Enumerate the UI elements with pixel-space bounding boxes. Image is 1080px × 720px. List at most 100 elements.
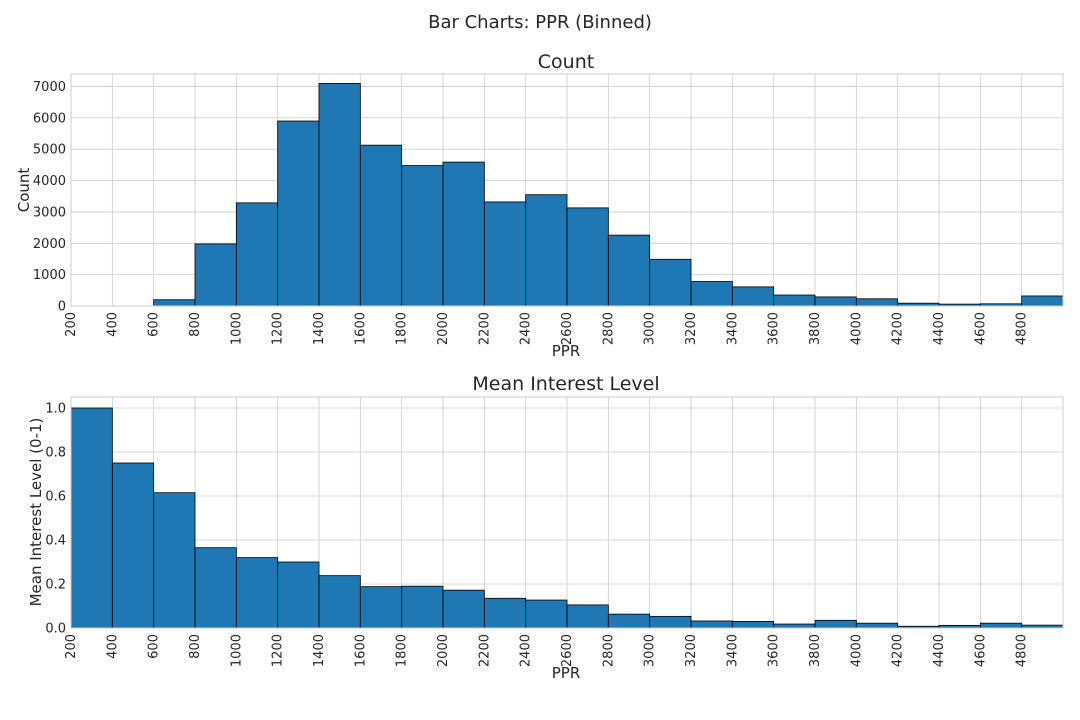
mean-interest-chart-y-ticks: 0.0 0.2 0.4 0.6 0.8 1.0	[45, 402, 66, 637]
count-y-tick-label: 5000	[33, 143, 66, 158]
count-bar	[731, 286, 775, 307]
count-bar	[483, 201, 527, 307]
mean-interest-x-tick-label: 3200	[684, 634, 699, 667]
count-y-tick-label: 3000	[33, 205, 66, 220]
mean-interest-bar	[359, 586, 403, 629]
count-x-tick-label: 800	[188, 312, 203, 337]
mean-interest-x-tick-label: 3400	[725, 634, 740, 667]
count-x-tick-label: 4800	[1015, 312, 1030, 345]
count-x-tick-label: 4200	[891, 312, 906, 345]
mean-interest-bar	[855, 622, 899, 629]
mean-interest-x-tick-label: 1800	[395, 634, 410, 667]
mean-interest-x-tick-label: 800	[188, 634, 203, 659]
count-bar	[566, 207, 609, 307]
count-x-tick-label: 2400	[519, 312, 534, 345]
count-chart-x-ticks: 200 400 600 800 1000 1200 1400 1600 1800 2000 2200…	[64, 312, 1030, 345]
mean-interest-y-tick-label: 0.2	[45, 578, 66, 593]
mean-interest-y-tick-label: 0.4	[45, 534, 66, 549]
mean-interest-x-tick-label: 3000	[643, 634, 658, 667]
count-x-tick-label: 3000	[643, 312, 658, 345]
mean-interest-x-tick-label: 4200	[891, 634, 906, 667]
mean-interest-x-tick-label: 3600	[767, 634, 782, 667]
mean-interest-chart-x-ticks: 200 400 600 800 1000 1200 1400 1600 1800 2000 2200…	[64, 634, 1030, 667]
count-bar	[649, 258, 692, 307]
count-x-tick-label: 400	[105, 312, 120, 337]
count-x-tick-label: 2200	[477, 312, 492, 345]
mean-interest-bar	[235, 557, 279, 629]
mean-interest-x-tick-label: 4400	[932, 634, 947, 667]
figure-suptitle: Bar Charts: PPR (Binned)	[428, 12, 652, 33]
mean-interest-bar	[483, 597, 527, 629]
count-chart-xlabel: PPR	[552, 342, 581, 360]
mean-interest-chart: Mean Interest Level 200 400 600 800 1000 1200…	[27, 373, 1064, 682]
mean-interest-bar	[318, 575, 361, 629]
count-bar	[401, 165, 444, 307]
mean-interest-x-tick-label: 1400	[312, 634, 327, 667]
mean-interest-bar	[690, 620, 733, 629]
count-bar	[814, 296, 857, 307]
mean-interest-x-tick-label: 1600	[353, 634, 368, 667]
mean-interest-x-tick-label: 4600	[973, 634, 988, 667]
count-bar	[1021, 295, 1064, 307]
mean-interest-x-tick-label: 2400	[519, 634, 534, 667]
count-bar	[194, 243, 237, 307]
mean-interest-chart-grid	[70, 397, 1063, 629]
count-y-tick-label: 7000	[33, 80, 66, 95]
count-x-tick-label: 3200	[684, 312, 699, 345]
mean-interest-x-tick-label: 2600	[560, 634, 575, 667]
count-x-tick-label: 3600	[767, 312, 782, 345]
mean-interest-bar	[442, 589, 485, 629]
count-bar	[525, 194, 568, 307]
count-x-tick-label: 1800	[395, 312, 410, 345]
count-chart-bars	[153, 83, 1064, 307]
count-bar	[855, 298, 899, 307]
mean-interest-bar	[153, 492, 196, 629]
count-chart-frame	[70, 73, 1064, 307]
count-x-tick-label: 200	[64, 312, 79, 337]
count-bar	[235, 202, 279, 307]
mean-interest-bar	[731, 621, 775, 629]
mean-interest-y-tick-label: 1.0	[45, 402, 66, 417]
count-chart-ylabel: Count	[15, 168, 33, 213]
count-x-tick-label: 4400	[932, 312, 947, 345]
mean-interest-x-tick-label: 2000	[436, 634, 451, 667]
count-y-tick-label: 1000	[33, 268, 66, 283]
count-x-tick-label: 4000	[849, 312, 864, 345]
mean-interest-x-tick-label: 4800	[1015, 634, 1030, 667]
count-x-tick-label: 1400	[312, 312, 327, 345]
count-x-tick-label: 1000	[229, 312, 244, 345]
count-x-tick-label: 2000	[436, 312, 451, 345]
mean-interest-bar	[194, 547, 237, 629]
mean-interest-chart-title: Mean Interest Level	[472, 373, 659, 395]
mean-interest-bar	[607, 613, 651, 629]
mean-interest-bar	[566, 604, 609, 629]
mean-interest-bar	[773, 623, 816, 629]
mean-interest-bar	[70, 407, 113, 629]
mean-interest-x-tick-label: 1000	[229, 634, 244, 667]
count-x-tick-label: 1600	[353, 312, 368, 345]
mean-interest-bar	[111, 462, 155, 629]
mean-interest-x-tick-label: 200	[64, 634, 79, 659]
mean-interest-x-tick-label: 4000	[849, 634, 864, 667]
mean-interest-chart-ylabel: Mean Interest Level (0-1)	[27, 418, 45, 607]
mean-interest-bar	[525, 599, 568, 629]
mean-interest-bar	[979, 622, 1023, 629]
count-chart-y-ticks: 0 1000 2000 3000 4000 5000 6000 7000	[33, 80, 66, 314]
mean-interest-bar	[401, 585, 444, 629]
mean-interest-x-tick-label: 400	[105, 634, 120, 659]
mean-interest-y-tick-label: 0.8	[45, 446, 66, 461]
mean-interest-bar	[649, 615, 692, 629]
count-chart: Count 200 400 600 800 1000 1200 1400 1600 1800 20…	[15, 51, 1064, 360]
count-y-tick-label: 2000	[33, 237, 66, 252]
count-bar	[690, 281, 733, 307]
mean-interest-chart-bars	[70, 407, 1064, 629]
count-bar	[773, 294, 816, 307]
count-bar	[607, 234, 651, 307]
mean-interest-x-tick-label: 2200	[477, 634, 492, 667]
count-y-tick-label: 0	[58, 300, 66, 315]
count-x-tick-label: 3400	[725, 312, 740, 345]
count-x-tick-label: 1200	[271, 312, 286, 345]
mean-interest-y-tick-label: 0.6	[45, 490, 66, 505]
mean-interest-bar	[277, 561, 320, 629]
